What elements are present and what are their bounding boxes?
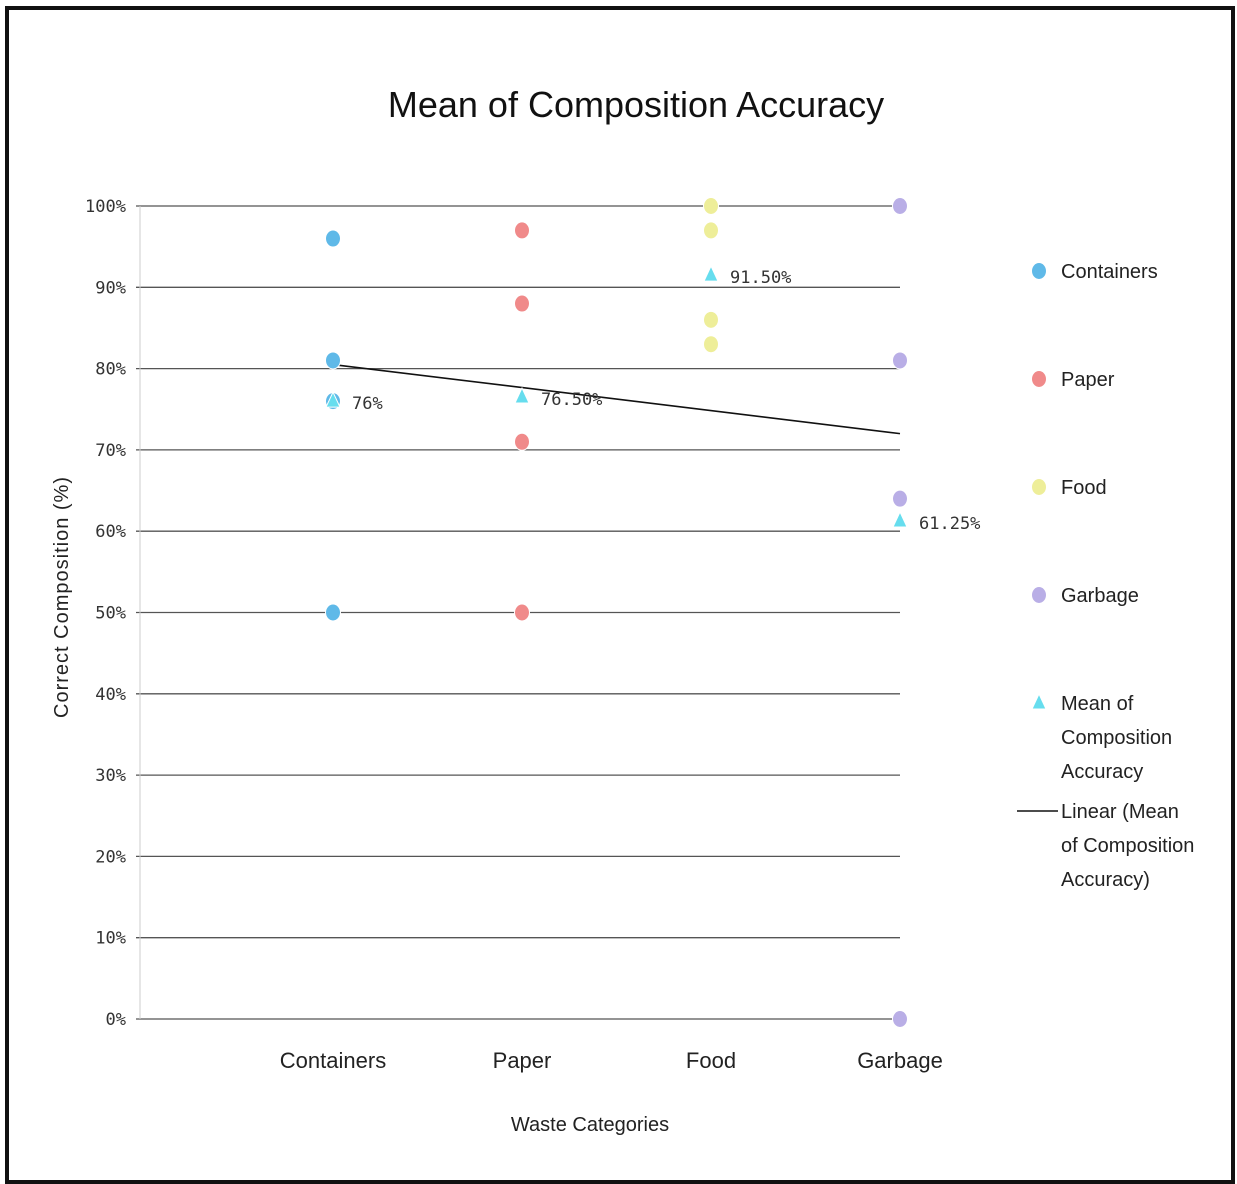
legend-label: Linear (Mean of Composition Accuracy) — [1061, 801, 1194, 891]
legend-label: Mean of Composition Accuracy — [1061, 693, 1172, 783]
data-point — [514, 294, 530, 313]
data-point — [703, 197, 719, 215]
y-tick-label: 0% — [106, 1010, 126, 1030]
legend-label: Food — [1061, 477, 1107, 499]
legend-label-line: Composition — [1061, 727, 1172, 749]
data-point — [892, 489, 908, 508]
data-point — [703, 221, 719, 240]
legend-label: Paper — [1061, 369, 1115, 391]
legend-label-line: Mean of — [1061, 693, 1134, 715]
legend: Containers Paper Food Garbage Mean of Composi… — [1017, 261, 1194, 891]
y-tick-label: 80% — [95, 360, 126, 380]
x-tick-label: Paper — [493, 1048, 552, 1073]
x-axis-title: Waste Categories — [511, 1114, 669, 1136]
mean-marker — [703, 264, 719, 282]
y-tick-label: 100% — [85, 197, 126, 217]
data-point — [514, 432, 530, 451]
legend-label-line: of Composition — [1061, 835, 1194, 857]
data-label: 76% — [352, 394, 383, 414]
y-tick-label: 10% — [95, 929, 126, 949]
data-point — [514, 221, 530, 240]
data-point — [703, 310, 719, 329]
y-tick-label: 30% — [95, 766, 126, 786]
legend-circle-swatch — [1031, 478, 1047, 496]
trendline-group — [332, 363, 901, 435]
data-point — [325, 351, 341, 370]
trendline — [332, 363, 901, 435]
data-label: 76.50% — [541, 390, 602, 410]
y-tick-label: 20% — [95, 847, 126, 867]
legend-label-line: Linear (Mean — [1061, 801, 1179, 823]
data-label: 91.50% — [730, 268, 791, 288]
legend-circle-swatch — [1031, 370, 1047, 388]
chart-title: Mean of Composition Accuracy — [388, 84, 884, 125]
data-label: 61.25% — [919, 514, 980, 534]
mean-marker — [514, 386, 530, 404]
y-tick-label: 50% — [95, 604, 126, 624]
legend-label: Containers — [1061, 261, 1158, 283]
x-tick-labels: Containers Paper Food Garbage — [280, 1048, 943, 1073]
x-tick-label: Garbage — [857, 1048, 943, 1073]
data-point — [892, 1010, 908, 1028]
data-point — [325, 603, 341, 622]
legend-label: Garbage — [1061, 585, 1139, 607]
data-labels: 76% 76.50% 91.50% 61.25% — [352, 268, 980, 534]
legend-label-line: Accuracy) — [1061, 869, 1150, 891]
legend-label-line: Food — [1061, 477, 1107, 499]
legend-label-line: Paper — [1061, 369, 1115, 391]
y-tick-label: 90% — [95, 278, 126, 298]
x-tick-label: Containers — [280, 1048, 386, 1073]
legend-label-line: Garbage — [1061, 585, 1139, 607]
y-tick-label: 40% — [95, 685, 126, 705]
y-tick-label: 70% — [95, 441, 126, 461]
data-points — [325, 197, 908, 1028]
y-tick-label: 60% — [95, 522, 126, 542]
data-point — [703, 335, 719, 354]
legend-circle-swatch — [1031, 262, 1047, 280]
legend-label-line: Accuracy — [1061, 761, 1143, 783]
chart-frame — [5, 6, 1235, 1184]
mean-marker — [325, 390, 341, 408]
y-tick-labels: 0% 10% 20% 30% 40% 50% 60% 70% 80% 90% 100% — [85, 197, 126, 1030]
data-point — [514, 603, 530, 622]
y-axis-title: Correct Composition (%) — [51, 476, 73, 718]
data-point — [325, 229, 341, 248]
legend-circle-swatch — [1031, 586, 1047, 604]
mean-marker — [892, 510, 908, 528]
data-point — [892, 351, 908, 370]
gridlines — [136, 205, 900, 1020]
x-tick-label: Food — [686, 1048, 736, 1073]
legend-triangle-swatch — [1031, 692, 1047, 710]
legend-label-line: Containers — [1061, 261, 1158, 283]
data-point — [892, 197, 908, 215]
